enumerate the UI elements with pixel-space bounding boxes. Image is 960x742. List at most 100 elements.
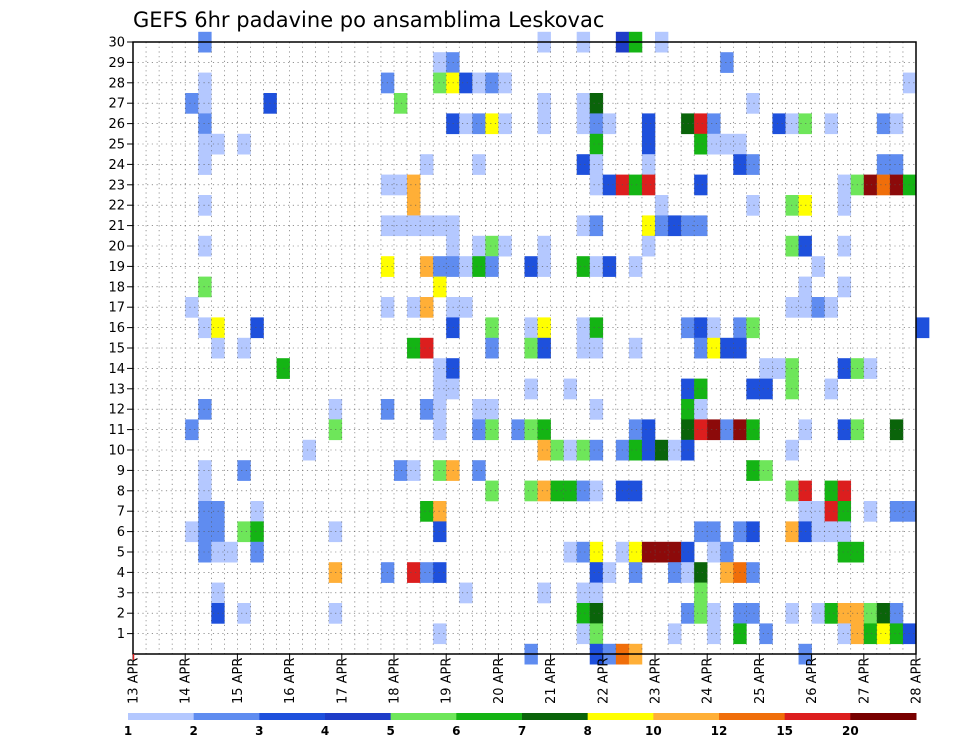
heatmap-cell (628, 174, 643, 196)
heatmap-cell (746, 460, 760, 481)
heatmap-cell (589, 154, 604, 175)
y-tick-label: 5 (117, 546, 125, 561)
heatmap-cell (433, 562, 447, 583)
heatmap-cell (433, 358, 447, 379)
heatmap-cell (694, 378, 708, 400)
heatmap-cell (485, 72, 499, 94)
heatmap-cell (537, 419, 551, 441)
y-tick-label: 10 (108, 444, 125, 459)
heatmap-cell (420, 215, 434, 237)
x-axis: 13 APR 14 APR 15 APR 16 APR 17 APR 18 APR 19 A… (127, 654, 925, 704)
heatmap-cell (550, 480, 564, 502)
heatmap-cell (198, 93, 212, 114)
heatmap-cell (720, 52, 734, 73)
heatmap-cell (837, 419, 852, 441)
y-tick-label: 24 (108, 158, 125, 173)
heatmap-cell (916, 317, 930, 339)
legend-swatch (325, 713, 392, 720)
heatmap-cell (589, 317, 604, 339)
heatmap-cell (537, 93, 551, 114)
heatmap-cell (837, 195, 852, 216)
x-tick-label: 23 APR (649, 658, 664, 704)
heatmap-cell (433, 72, 447, 94)
heatmap-cell (824, 603, 838, 624)
x-tick-label: 13 APR (127, 658, 142, 704)
heatmap-cell (459, 113, 473, 135)
heatmap-cell (198, 460, 212, 481)
grid-lines (133, 41, 916, 654)
heatmap-cell (524, 256, 538, 277)
heatmap-cell (589, 174, 604, 196)
heatmap-cell (485, 317, 499, 339)
legend-swatch (259, 713, 326, 720)
heatmap-cell (668, 623, 682, 645)
heatmap-cell (407, 337, 421, 359)
heatmap-cell (537, 582, 551, 604)
heatmap-cell (641, 215, 656, 237)
y-tick-label: 21 (108, 219, 125, 234)
heatmap-cell (420, 154, 434, 175)
y-tick-label: 19 (108, 260, 125, 275)
heatmap-cell (720, 419, 734, 441)
heatmap-cell (759, 378, 773, 400)
x-tick-label: 24 APR (701, 658, 716, 704)
heatmap-cell (668, 541, 682, 563)
heatmap-cell (746, 419, 760, 441)
heatmap-cell (185, 521, 199, 543)
heatmap-cell (198, 133, 212, 155)
y-tick-label: 11 (108, 423, 125, 438)
heatmap-cell (472, 399, 486, 420)
y-tick-label: 27 (108, 97, 125, 112)
legend-swatch (850, 713, 917, 720)
heatmap-cell (250, 521, 264, 543)
heatmap-cell (746, 93, 760, 114)
legend-swatch (128, 713, 195, 720)
heatmap-cell (459, 72, 473, 94)
heatmap-cell (720, 337, 734, 359)
heatmap-cell (641, 113, 656, 135)
heatmap-cell (237, 460, 251, 481)
legend-swatch (719, 713, 786, 720)
y-tick-label: 30 (108, 36, 125, 51)
heatmap-cell (641, 419, 656, 441)
heatmap-cell (668, 562, 682, 583)
heatmap-cell (472, 72, 486, 94)
heatmap-cell (746, 317, 760, 339)
legend-label: 4 (321, 724, 329, 738)
y-tick-label: 18 (108, 280, 125, 295)
heatmap-cell (433, 52, 447, 73)
heatmap-cell (641, 439, 656, 461)
heatmap-cell (433, 276, 447, 298)
heatmap-cell (824, 378, 838, 400)
y-tick-label: 7 (117, 505, 125, 520)
heatmap-cells (185, 31, 930, 665)
heatmap-cell (420, 256, 434, 277)
heatmap-cell (668, 439, 682, 461)
y-tick-label: 12 (108, 403, 125, 418)
heatmap-cell (420, 399, 434, 420)
heatmap-cell (433, 623, 447, 645)
heatmap-cell (837, 603, 852, 624)
heatmap-cell (485, 399, 499, 420)
heatmap-cell (524, 337, 538, 359)
heatmap-cell (746, 603, 760, 624)
y-axis: 1234567891011121314151617181920212223242… (108, 36, 133, 642)
heatmap-cell (824, 501, 838, 522)
heatmap-cell (746, 154, 760, 175)
heatmap-cell (811, 256, 825, 277)
heatmap-cell (655, 541, 669, 563)
heatmap-cell (707, 521, 721, 543)
heatmap-cell (485, 256, 499, 277)
y-tick-label: 13 (108, 382, 125, 397)
heatmap-cell (641, 541, 656, 563)
heatmap-cell (837, 501, 852, 522)
y-tick-label: 17 (108, 301, 125, 316)
heatmap-cell (694, 133, 708, 155)
y-tick-label: 25 (108, 138, 125, 153)
heatmap-cell (250, 541, 264, 563)
y-tick-label: 8 (117, 484, 125, 499)
heatmap-cell (628, 562, 643, 583)
heatmap-cell (602, 562, 617, 583)
heatmap-cell (185, 297, 199, 318)
heatmap-cell (433, 378, 447, 400)
